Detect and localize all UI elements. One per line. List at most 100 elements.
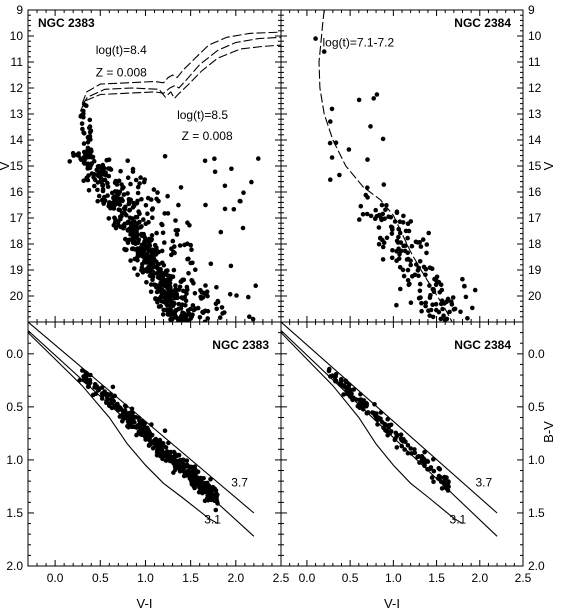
isochrone-annotation: Z = 0.008 [96,65,147,79]
star-point [188,242,193,248]
star-point [163,445,169,450]
star-point [213,488,219,493]
star-point [437,290,443,295]
star-point [246,294,251,300]
star-point [199,290,204,295]
star-point [228,263,234,269]
y-axis-label: B-V [541,421,556,443]
star-point [103,392,109,397]
star-point [394,302,399,308]
star-point [419,458,425,463]
x-tick-label: 1.0 [385,571,402,585]
star-point [95,187,100,193]
star-point [127,413,132,418]
star-point [214,285,219,290]
star-point [105,396,110,401]
star-point [117,202,123,207]
star-point [472,287,478,293]
star-point [368,213,374,219]
star-point [79,121,85,126]
star-point [205,316,210,321]
star-point [463,294,469,300]
star-point [162,154,168,159]
star-point [442,474,447,480]
y-tick-label: 2.0 [528,559,545,573]
y-tick-label: 0.0 [6,347,23,361]
star-point [99,391,105,396]
star-point [394,433,400,439]
star-point [173,315,178,320]
star-point [184,458,190,464]
star-point [441,313,446,319]
star-point [115,401,120,407]
star-point [167,288,172,293]
star-point [190,312,195,318]
star-point [368,124,373,129]
star-point [176,202,181,208]
star-point [115,197,120,202]
star-point [150,269,156,275]
star-point [358,203,364,209]
star-point [203,202,208,208]
star-point [99,179,104,185]
star-point [365,157,370,162]
star-point [143,255,148,260]
star-point [417,281,423,287]
star-point [179,279,184,284]
star-point [70,150,76,156]
star-point [143,203,149,208]
y-tick-label: 9 [528,3,535,17]
star-point [135,184,141,190]
star-point [141,251,146,256]
star-point [95,388,101,393]
star-point [95,198,100,204]
star-point [151,282,157,288]
star-point [121,223,126,228]
star-point [174,287,179,293]
star-point [156,288,162,293]
star-point [155,190,160,195]
star-point [67,159,72,164]
star-point [409,451,414,456]
star-point [412,447,417,452]
star-point [389,231,395,236]
star-point [147,442,152,448]
y-tick-label: 16 [10,185,24,199]
star-point [164,277,169,283]
y-tick-label: 12 [528,81,542,95]
star-point [186,271,191,276]
star-point [91,171,97,177]
star-point [157,275,163,280]
star-point [364,211,370,217]
star-point [408,446,414,451]
reddening-ratio-label: 3.7 [231,475,248,489]
star-point [101,201,106,206]
star-point [440,306,445,312]
star-point [373,207,379,213]
star-point [380,136,386,142]
star-point [150,215,155,220]
star-point [142,235,148,241]
star-point [135,198,140,204]
x-axis-label: V-I [137,596,153,611]
star-point [113,179,118,185]
star-point [197,315,203,320]
star-point [379,202,385,208]
star-point [218,229,224,235]
star-point [365,185,370,190]
star-point [79,113,84,118]
star-point [212,169,218,175]
star-point [103,173,109,178]
star-point [462,283,467,289]
star-point [419,308,424,314]
star-point [107,166,113,171]
star-point [172,295,178,301]
star-point [102,194,107,200]
star-point [155,284,161,290]
star-point [372,413,378,418]
star-point [449,302,455,307]
y-tick-label: 17 [528,211,542,225]
star-point [130,169,136,174]
star-point [178,185,184,190]
